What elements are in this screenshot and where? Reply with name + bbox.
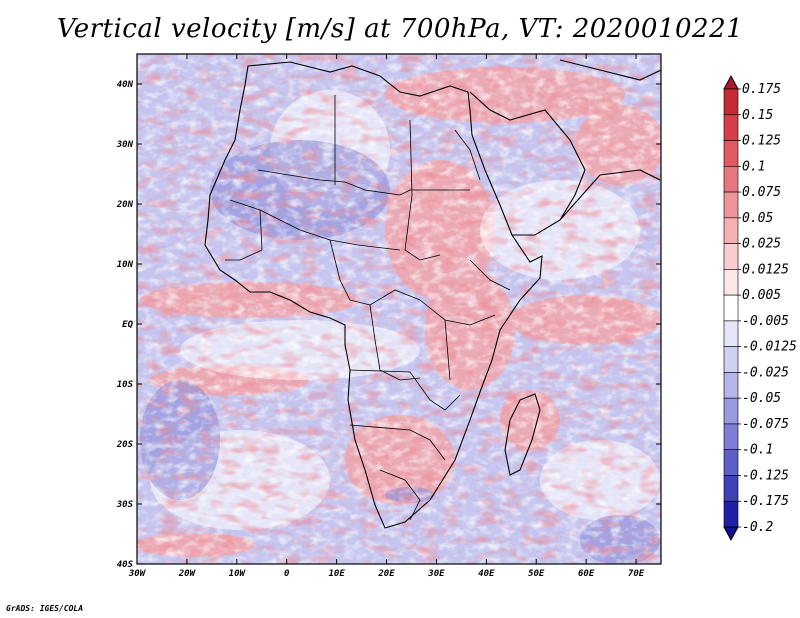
colorbar-box: [723, 320, 739, 347]
africa-coastline: [204, 59, 661, 529]
lat-tick-label: EQ: [122, 320, 133, 330]
colorbar-box: [723, 500, 739, 528]
colorbar-box: [723, 269, 739, 296]
colorbar-box: [723, 449, 739, 476]
lon-tick-label: 20E: [377, 569, 395, 579]
lat-tick-label: 20N: [116, 200, 134, 210]
colorbar-box: [723, 346, 739, 373]
colorbar-label: -0.005: [742, 314, 789, 329]
colorbar-box: [723, 191, 739, 219]
lon-tick-label: 60E: [578, 569, 595, 579]
lon-tick-label: 50E: [528, 569, 545, 579]
lat-tick-label: 20S: [116, 440, 134, 450]
colorbar-label: -0.2: [742, 520, 773, 535]
colorbar-label: -0.175: [742, 494, 789, 509]
lon-tick-label: 30E: [427, 569, 445, 579]
lon-tick-label: 30W: [128, 569, 147, 579]
colorbar-box: [723, 372, 739, 399]
colorbar-label: 0.005: [742, 288, 781, 303]
colorbar-box: [723, 243, 739, 270]
colorbar-label: 0.1: [742, 159, 765, 174]
lat-tick-label: 10N: [117, 260, 134, 270]
colorbar-min-arrow: [723, 526, 739, 542]
colorbar-box: [723, 88, 739, 116]
longitude-axis: 30W 20W 10W 0 10E 20E 30E 40E 50E 60E 70E: [128, 54, 645, 579]
colorbar-label: 0.15: [742, 108, 773, 123]
colorbar-box: [723, 165, 739, 193]
colorbar-box: [723, 217, 739, 244]
velocity-field: [137, 54, 661, 564]
lon-tick-label: 10E: [328, 569, 345, 579]
lat-tick-label: 10S: [117, 380, 134, 390]
colorbar-label: 0.0125: [742, 262, 789, 277]
colorbar-label: -0.025: [742, 365, 789, 380]
lon-tick-label: 0: [284, 569, 290, 579]
colorbar-box: [723, 397, 739, 425]
colorbar-label: 0.125: [742, 134, 781, 149]
lon-tick-label: 40E: [478, 569, 495, 579]
lon-tick-label: 10W: [229, 569, 247, 579]
colorbar-label: 0.05: [742, 211, 773, 226]
grads-credit: GrADS: IGES/COLA: [6, 604, 84, 613]
map-title: Vertical velocity [m/s] at 700hPa, VT: 2…: [56, 14, 744, 44]
colorbar-label: -0.125: [742, 468, 789, 483]
colorbar-box: [723, 423, 739, 451]
colorbar-label: -0.075: [742, 417, 789, 432]
colorbar-label: 0.175: [742, 82, 781, 97]
colorbar-label: -0.0125: [742, 340, 797, 355]
colorbar-box: [723, 475, 739, 502]
colorbar-label: -0.05: [742, 391, 781, 406]
lat-tick-label: 30S: [116, 500, 134, 510]
country-borders: [225, 95, 511, 521]
lat-tick-label: 40N: [117, 80, 134, 90]
lon-tick-label: 20W: [178, 569, 197, 579]
lon-tick-label: 70E: [628, 569, 645, 579]
colorbar-label: -0.1: [742, 443, 773, 458]
colorbar: 0.175 0.15 0.125 0.1 0.075 0.05 0.025 0.0125 0.0…: [723, 74, 797, 542]
colorbar-box: [723, 294, 739, 322]
colorbar-box: [723, 140, 739, 167]
colorbar-label: 0.025: [742, 237, 781, 252]
colorbar-max-arrow: [723, 74, 739, 90]
lat-tick-label: 30N: [116, 140, 134, 150]
colorbar-label: 0.075: [742, 185, 781, 200]
latitude-axis: 40N 30N 20N 10N EQ 10S 20S 30S 40S: [116, 80, 661, 570]
plot-frame: [136, 53, 662, 565]
lat-tick-label: 40S: [117, 560, 134, 570]
colorbar-box: [723, 114, 739, 141]
